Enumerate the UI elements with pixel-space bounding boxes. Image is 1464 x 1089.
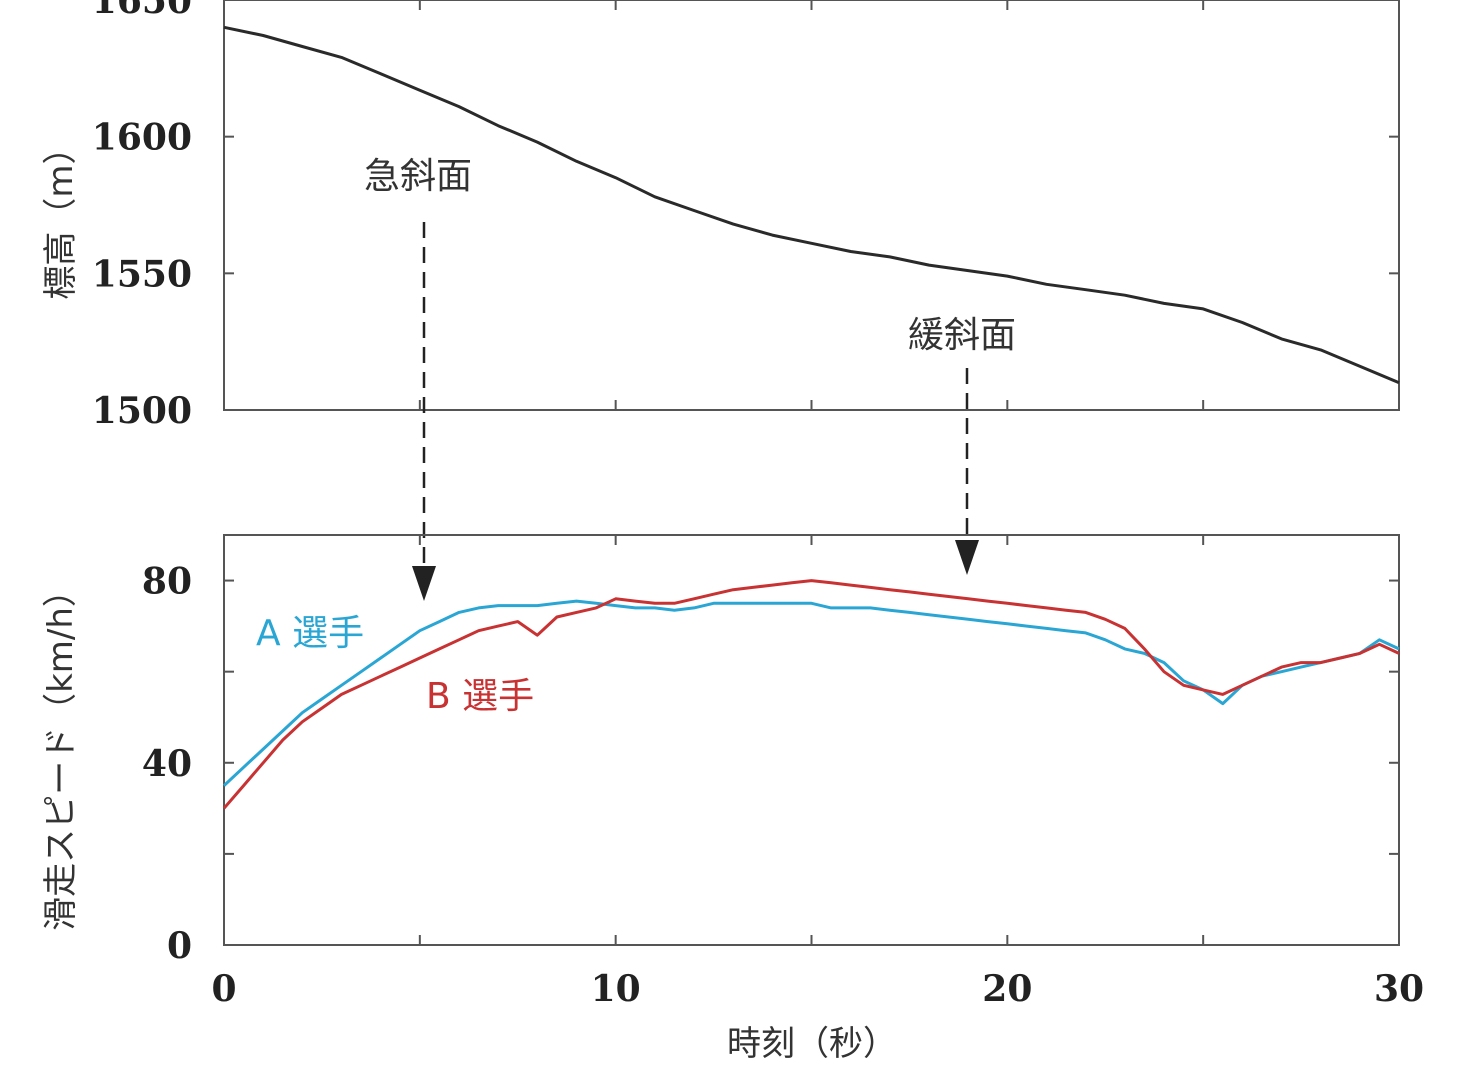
speed-series <box>222 579 1400 810</box>
series-b-line <box>222 579 1400 810</box>
steep-slope-annotation: 急斜面 <box>364 156 472 197</box>
series-b-label: B 選手 <box>426 676 534 717</box>
gentle-slope-annotation: 緩斜面 <box>908 315 1016 356</box>
gentle-arrow-head <box>955 540 979 575</box>
slope-arrows <box>412 222 979 601</box>
elevation-plot-frame <box>223 0 1400 411</box>
speed-axis-title: 滑走スピード（km/h） <box>41 573 81 931</box>
elevation-y-tick-label: 1600 <box>92 117 192 159</box>
speed-y-tick-labels: 0 40 80 <box>142 561 192 967</box>
series-a-label: A 選手 <box>256 613 364 654</box>
elevation-y-tick-labels: 1500 1550 1600 1650 <box>92 0 192 432</box>
speed-ticks <box>223 535 1400 946</box>
elevation-y-tick-label: 1550 <box>92 253 192 295</box>
elevation-ticks <box>223 0 1400 411</box>
speed-y-tick-label: 0 <box>167 925 192 967</box>
time-x-tick-labels: 0 10 20 30 <box>211 968 1424 1010</box>
speed-y-tick-label: 80 <box>142 561 192 603</box>
time-x-tick-label: 0 <box>211 968 236 1010</box>
elevation-panel: 1500 1550 1600 1650 急斜面 緩斜面 標高（m） <box>41 0 1400 432</box>
time-x-tick-label: 30 <box>1374 968 1424 1010</box>
time-x-tick-label: 10 <box>591 968 641 1010</box>
speed-y-tick-label: 40 <box>142 743 192 785</box>
elevation-y-tick-label: 1650 <box>92 0 192 22</box>
steep-arrow-head <box>412 566 436 601</box>
elevation-y-tick-label: 1500 <box>92 390 192 432</box>
elevation-line <box>223 25 1400 385</box>
elevation-axis-title: 標高（m） <box>41 130 81 299</box>
time-axis-title: 時刻（秒） <box>727 1024 897 1064</box>
time-x-tick-label: 20 <box>982 968 1032 1010</box>
speed-plot-frame <box>223 534 1400 946</box>
elevation-series <box>223 25 1400 385</box>
speed-panel: 0 40 80 0 10 20 30 A 選手 B 選手 滑走スピード（km/h） 時刻（… <box>41 534 1424 1064</box>
